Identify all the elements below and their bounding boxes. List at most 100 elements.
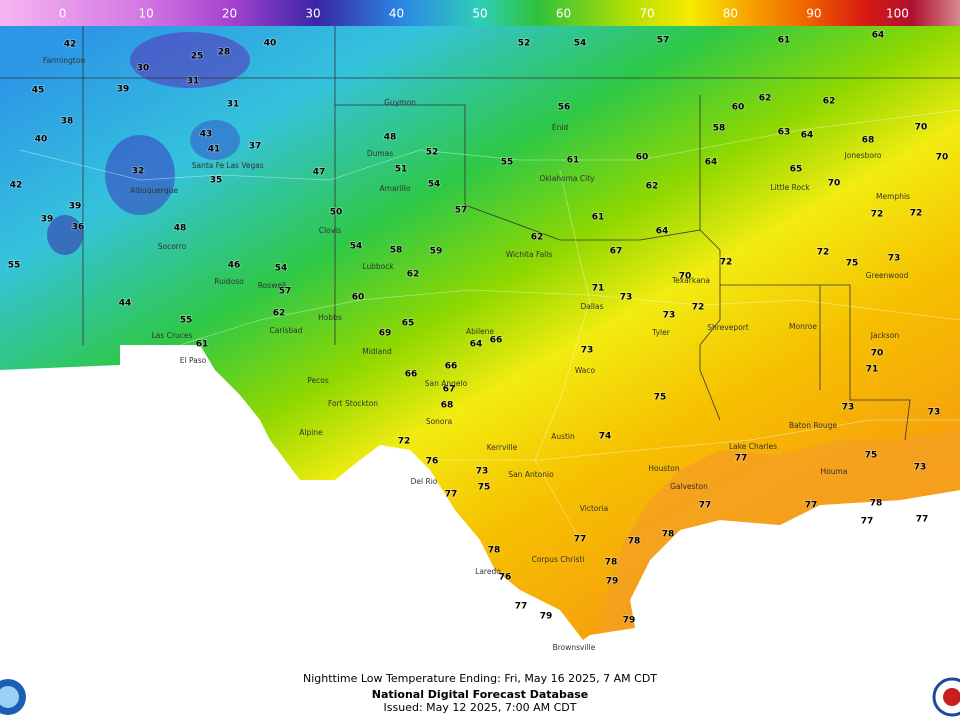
cold-areas	[47, 32, 250, 255]
temperature-label: 79	[540, 612, 553, 622]
temperature-label: 75	[654, 393, 667, 403]
temperature-label: 78	[662, 530, 675, 540]
city-label: El Paso	[180, 356, 207, 365]
temperature-label: 70	[871, 349, 884, 359]
issued-time: Issued: May 12 2025, 7:00 AM CDT	[384, 701, 577, 714]
temperature-label: 73	[620, 293, 633, 303]
temperature-label: 62	[531, 233, 544, 243]
temperature-label: 75	[478, 483, 491, 493]
city-label: Del Rio	[411, 477, 438, 486]
city-label: Brownsville	[553, 643, 596, 652]
temperature-label: 78	[488, 546, 501, 556]
city-label: Jonesboro	[844, 151, 882, 160]
city-label: Enid	[552, 123, 569, 132]
city-label: Farmington	[43, 56, 86, 65]
state-borders	[0, 20, 960, 441]
noaa-logo-inner	[0, 686, 19, 708]
temperature-label: 63	[778, 128, 791, 138]
temperature-label: 58	[713, 124, 726, 134]
city-label: Baton Rouge	[789, 421, 837, 430]
temperature-label: 75	[846, 259, 859, 269]
colorbar-tick-label: 50	[472, 7, 487, 21]
temperature-label: 55	[180, 316, 193, 326]
temperature-label: 77	[699, 501, 712, 511]
temperature-label: 28	[218, 48, 231, 58]
city-label: Abilene	[466, 327, 494, 336]
temperature-label: 77	[805, 501, 818, 511]
temperature-label: 73	[581, 346, 594, 356]
temperature-label: 79	[606, 577, 619, 587]
city-label: Guymon	[384, 98, 416, 107]
colorbar-tick-label: 60	[556, 7, 571, 21]
temperature-label: 39	[41, 215, 54, 225]
colorbar-tick-label: 70	[639, 7, 654, 21]
temperature-label: 75	[865, 451, 878, 461]
city-label: Memphis	[876, 192, 910, 201]
city-label: Pecos	[307, 376, 329, 385]
city-label: Waco	[575, 366, 596, 375]
city-label: Galveston	[670, 482, 708, 491]
temperature-label: 78	[628, 537, 641, 547]
temperature-label: 71	[592, 284, 605, 294]
colorbar-tick-label: 90	[806, 7, 821, 21]
city-label: Dallas	[580, 302, 603, 311]
temperature-label: 77	[916, 515, 929, 525]
temperature-label: 46	[228, 261, 241, 271]
temperature-label: 72	[692, 303, 705, 313]
temperature-label: 48	[384, 133, 397, 143]
temperature-label: 77	[445, 490, 458, 500]
temperature-label: 70	[936, 153, 949, 163]
city-label: Victoria	[580, 504, 608, 513]
temperature-label: 58	[390, 246, 403, 256]
city-label: Shreveport	[707, 323, 749, 332]
temperature-label: 40	[264, 39, 277, 49]
city-label: Midland	[362, 347, 392, 356]
temperature-label: 42	[64, 40, 77, 50]
temperature-label: 77	[861, 517, 874, 527]
temperature-label: 72	[910, 209, 923, 219]
city-label: Lubbock	[362, 262, 394, 271]
colorbar-tick-label: 10	[138, 7, 153, 21]
temperature-label: 76	[426, 457, 439, 467]
temperature-label: 72	[398, 437, 411, 447]
colorbar-tick-label: 40	[389, 7, 404, 21]
temperature-label: 51	[395, 165, 408, 175]
city-label: San Antonio	[508, 470, 554, 479]
temperature-label: 44	[119, 299, 132, 309]
city-label: Ruidoso	[214, 277, 244, 286]
city-label: Greenwood	[866, 271, 909, 280]
city-label: Tyler	[651, 328, 671, 337]
temperature-label: 70	[679, 272, 692, 282]
temperature-label: 61	[196, 340, 209, 350]
temperature-label: 36	[72, 223, 85, 233]
gulf-field	[600, 430, 960, 630]
city-label: Monroe	[789, 322, 817, 331]
city-label: Jackson	[870, 331, 900, 340]
colorbar-tick-label: 100	[886, 7, 909, 21]
city-label: Houma	[821, 467, 848, 476]
temperature-label: 30	[137, 64, 150, 74]
colorbar-tick-label: 0	[59, 7, 67, 21]
temperature-label: 61	[592, 213, 605, 223]
temperature-label: 64	[705, 158, 718, 168]
temperature-label: 65	[790, 165, 803, 175]
temperature-label: 60	[352, 293, 365, 303]
temperature-label: 31	[187, 77, 200, 87]
nws-logo-inner	[943, 688, 960, 706]
city-label: San Angelo	[425, 379, 468, 388]
colorbar-tick-label: 30	[305, 7, 320, 21]
temperature-label: 64	[872, 31, 885, 41]
temperature-label: 70	[828, 179, 841, 189]
temperature-label: 62	[273, 309, 286, 319]
temperature-label: 64	[470, 340, 483, 350]
temperature-label: 67	[610, 247, 623, 257]
temperature-label: 40	[35, 135, 48, 145]
city-label: Dumas	[367, 149, 393, 158]
city-label: Roswell	[258, 281, 286, 290]
city-label: Alpine	[299, 428, 323, 437]
temperature-label: 37	[249, 142, 262, 152]
map-title: Nighttime Low Temperature Ending: Fri, M…	[303, 672, 657, 685]
temperature-label: 60	[732, 103, 745, 113]
city-label: Laredo	[475, 567, 501, 576]
temperature-label: 52	[426, 148, 439, 158]
